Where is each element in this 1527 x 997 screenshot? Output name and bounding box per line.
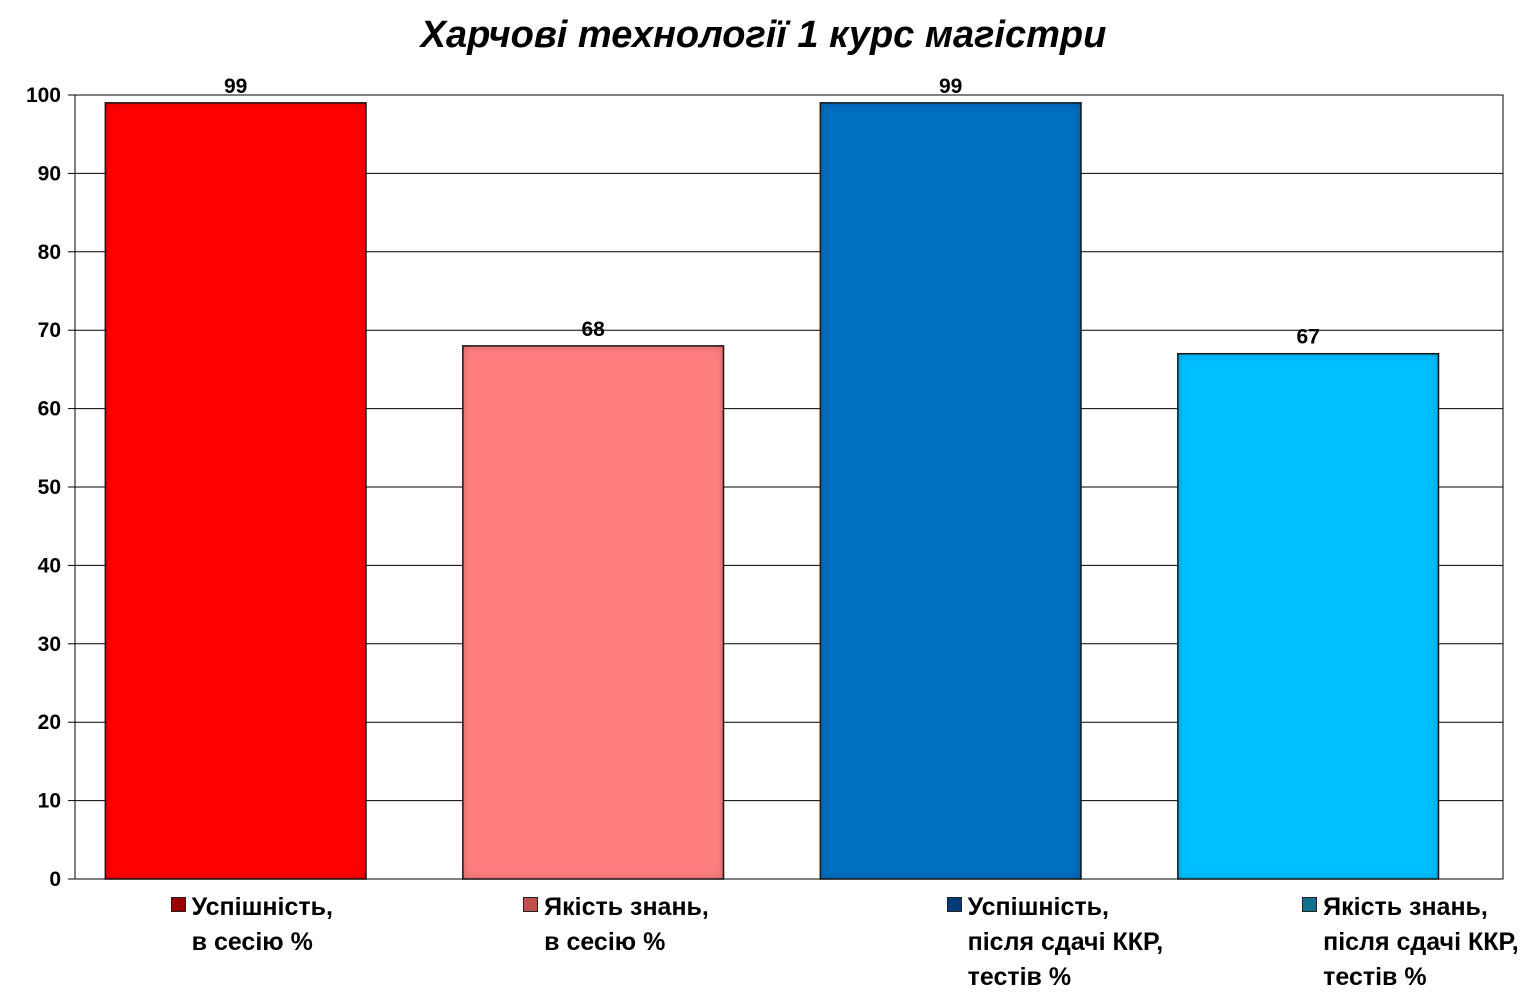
legend-swatch: [170, 897, 186, 912]
y-tick-label: 60: [38, 398, 61, 421]
legend-label: Успішність, після сдачі ККР, тестів %: [967, 893, 1164, 991]
bar: [104, 102, 367, 880]
y-tick-label: 40: [38, 554, 61, 577]
bar: [462, 345, 725, 880]
y-tick-label: 0: [49, 868, 61, 891]
y-tick-label: 20: [38, 711, 61, 734]
legend-item: Успішність, в сесію %: [170, 890, 333, 960]
legend-item: Якість знань, в сесію %: [523, 890, 709, 960]
y-tick-label: 30: [38, 633, 61, 656]
legend-swatch: [946, 897, 962, 912]
y-tick-label: 80: [38, 241, 61, 264]
legend-item: Успішність, після сдачі ККР, тестів %: [946, 890, 1164, 995]
legend-swatch: [523, 897, 539, 912]
bar: [1177, 352, 1440, 880]
data-label: 67: [1296, 326, 1319, 349]
y-axis: 0 10 20 30 40 50 60 70 80 90 100: [26, 84, 75, 891]
bar: [819, 102, 1082, 880]
data-labels: 99 68 99 67: [224, 75, 1320, 349]
data-label: 68: [581, 318, 605, 341]
legend-label: Якість знань, після сдачі ККР, тестів %: [1323, 893, 1519, 991]
legend-item: Якість знань, після сдачі ККР, тестів %: [1302, 890, 1519, 995]
y-tick-label: 70: [38, 319, 61, 342]
y-tick-label: 10: [38, 790, 61, 813]
data-label: 99: [224, 75, 247, 98]
legend-label: Якість знань, в сесію %: [544, 893, 709, 956]
y-tick-label: 50: [38, 476, 61, 499]
y-tick-label: 90: [38, 162, 61, 185]
bars: [104, 102, 1440, 880]
data-label: 99: [939, 75, 962, 98]
y-tick-label: 100: [26, 84, 61, 107]
legend-swatch: [1302, 897, 1318, 912]
legend-label: Успішність, в сесію %: [191, 893, 333, 956]
chart-title: Харчові технології 1 курс магістри: [420, 14, 1107, 56]
